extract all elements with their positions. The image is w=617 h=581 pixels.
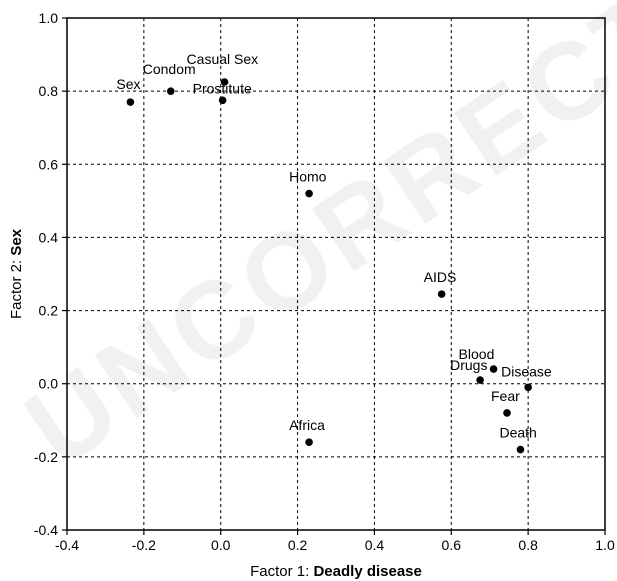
data-point — [524, 383, 532, 392]
x-tick-label: 1.0 — [595, 537, 615, 553]
data-point — [503, 409, 511, 417]
point-label: Blood — [459, 346, 495, 362]
y-tick-label: 0.0 — [39, 376, 59, 392]
data-point — [218, 96, 227, 105]
point-label: Homo — [289, 169, 327, 185]
data-point — [305, 438, 313, 447]
y-tick-label: 0.6 — [39, 156, 59, 172]
x-tick-label: 0.0 — [211, 537, 231, 553]
x-axis-title-prefix: Factor 1: — [250, 563, 313, 580]
y-axis-title: Factor 2: Sex — [8, 228, 25, 319]
y-tick-label: 1.0 — [39, 10, 59, 26]
y-axis-title-prefix: Factor 2: — [8, 256, 25, 319]
x-tick-labels: -0.4 -0.2 0.0 0.2 0.4 0.6 0.8 1.0 — [55, 537, 615, 553]
y-tick-label: 0.2 — [39, 303, 59, 319]
data-point — [437, 290, 446, 298]
y-tick-label: 0.4 — [39, 229, 59, 245]
point-label: Africa — [289, 417, 325, 433]
plot-frame — [66, 17, 606, 531]
point-label: Sex — [116, 76, 140, 92]
point-label: Condom — [143, 61, 196, 77]
data-point — [516, 445, 525, 454]
data-points — [126, 78, 532, 454]
point-label: Drugs — [450, 357, 487, 373]
data-point — [476, 376, 484, 384]
x-tick-label: 0.4 — [365, 537, 385, 553]
point-label: Disease — [501, 363, 552, 379]
x-tick-label: 0.8 — [518, 537, 538, 553]
x-axis-title-emphasis: Deadly disease — [313, 563, 421, 580]
y-tick-label: -0.2 — [34, 449, 58, 465]
y-axis-title-emphasis: Sex — [8, 228, 25, 255]
y-tick-label: -0.4 — [34, 522, 58, 538]
data-point — [166, 87, 175, 95]
y-tick-labels: -0.4 -0.2 0.0 0.2 0.4 0.6 0.8 1.0 — [34, 10, 58, 538]
data-point — [126, 98, 135, 106]
x-tick-label: -0.4 — [55, 537, 79, 553]
point-label: Death — [499, 425, 536, 441]
data-point — [305, 189, 313, 198]
y-tick-label: 0.8 — [39, 83, 59, 99]
point-label: Prostitute — [193, 80, 252, 96]
x-tick-label: 0.2 — [288, 537, 308, 553]
data-point — [489, 365, 498, 373]
point-label: Fear — [491, 388, 520, 404]
point-label: Casual Sex — [187, 51, 259, 67]
point-label: AIDS — [424, 269, 457, 285]
data-point — [220, 78, 229, 86]
x-axis-title: Factor 1: Deadly disease — [250, 563, 422, 580]
axis-ticks — [62, 17, 606, 535]
x-tick-label: -0.2 — [132, 537, 156, 553]
x-tick-label: 0.6 — [442, 537, 462, 553]
